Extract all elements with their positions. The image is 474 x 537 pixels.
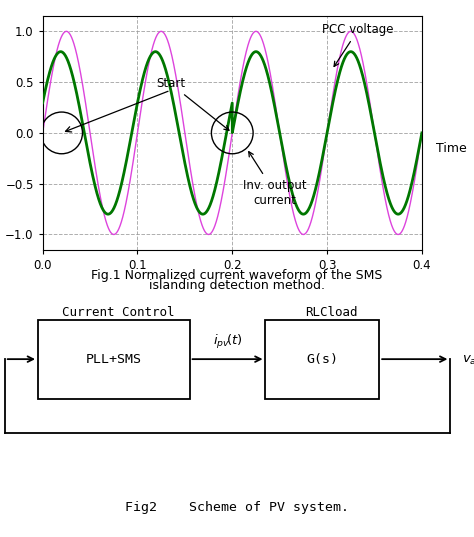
Text: $v_a(t)$: $v_a(t)$ [462,351,474,367]
Text: Current Control: Current Control [62,306,175,319]
Text: Fig.1 Normalized current waveform of the SMS: Fig.1 Normalized current waveform of the… [91,268,383,281]
Text: Time: Time [436,142,467,155]
Text: PCC voltage: PCC voltage [322,24,394,67]
Bar [265,320,379,398]
Text: Fig2    Scheme of PV system.: Fig2 Scheme of PV system. [125,501,349,514]
Text: RLCload: RLCload [306,306,358,319]
Text: Start: Start [156,77,229,130]
Text: Inv. output
current: Inv. output current [243,151,307,207]
Text: islanding detection method.: islanding detection method. [149,279,325,292]
Text: G(s): G(s) [306,353,338,366]
Bar [38,320,190,398]
Text: PLL+SMS: PLL+SMS [86,353,142,366]
Text: $i_{pv}\!(t)$: $i_{pv}\!(t)$ [213,333,242,351]
